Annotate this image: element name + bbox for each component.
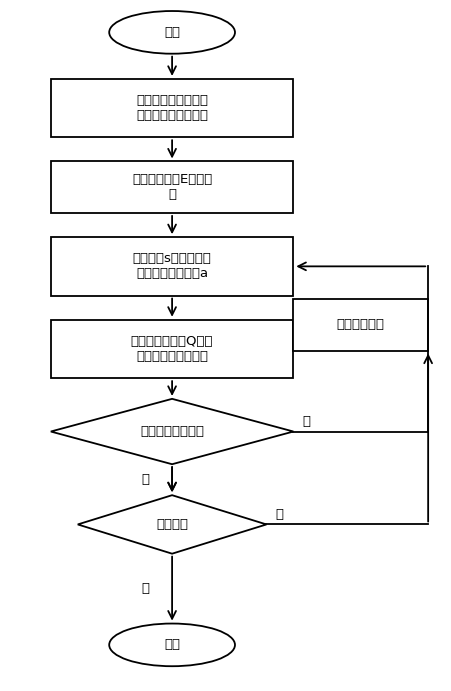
Text: 是: 是 [141,473,149,486]
Text: 否: 否 [302,415,310,428]
Ellipse shape [109,623,235,666]
Text: 是: 是 [141,582,149,595]
Text: 否: 否 [275,508,283,520]
Text: 计算奖赏，更新Q値，
动作选择策略与状态: 计算奖赏，更新Q値， 动作选择策略与状态 [130,335,213,363]
Bar [51,320,293,378]
Bar [51,162,293,213]
Text: 建立模型，确定动作
集，状态集与奖赏値: 建立模型，确定动作 集，状态集与奖赏値 [136,94,207,122]
Bar [51,79,293,138]
Polygon shape [51,399,293,464]
Text: 对消耗的能量E进行分
桶: 对消耗的能量E进行分 桶 [132,173,212,201]
Ellipse shape [109,11,235,54]
Polygon shape [78,495,266,553]
Text: 模型收敛: 模型收敛 [156,518,188,531]
Text: 观察状态s，根据动作
选择策略选择动作a: 观察状态s，根据动作 选择策略选择动作a [132,252,211,281]
Bar [293,299,427,350]
Text: 调整学习速率: 调整学习速率 [336,319,384,332]
Bar [51,237,293,296]
Text: 结束: 结束 [164,638,179,652]
Text: 开始: 开始 [164,26,179,39]
Text: 达到最大迭代次数: 达到最大迭代次数 [140,425,204,438]
